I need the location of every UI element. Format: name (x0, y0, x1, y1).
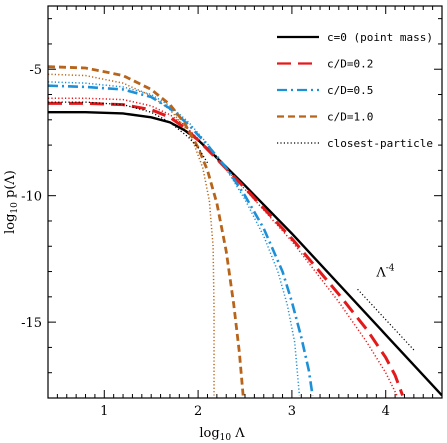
closest-particle-curve-1 (48, 73, 215, 396)
series-line-3 (48, 84, 314, 396)
x-tick-label: 3 (288, 404, 296, 419)
y-tick-label: -15 (21, 316, 42, 331)
plot-frame (47, 5, 443, 399)
legend-label-5: closest-particle (327, 137, 433, 150)
x-tick-label: 4 (382, 404, 390, 419)
y-tick-label: -5 (29, 63, 42, 78)
y-axis-title: log10 p(Λ) (3, 170, 20, 234)
x-tick-label: 1 (100, 404, 108, 419)
slope-guide-line (357, 288, 415, 351)
legend-label-2: c/D=0.2 (327, 58, 373, 71)
slope-label: Λ-4 (375, 264, 394, 281)
y-tick-label: -10 (21, 190, 42, 205)
series-line-2 (48, 101, 405, 396)
legend-label-1: c=0 (point mass) (327, 31, 433, 44)
legend-label-3: c/D=0.5 (327, 84, 373, 97)
x-axis-title: log10 Λ (199, 426, 245, 443)
legend-label-4: c/D=1.0 (327, 111, 373, 124)
x-tick-label: 2 (194, 404, 202, 419)
closest-particle-curve-2 (48, 97, 398, 396)
closest-particle-curve-3 (48, 81, 301, 396)
legend: c=0 (point mass) c/D=0.2 c/D=0.5 c/D=1.0 clo… (277, 31, 433, 150)
